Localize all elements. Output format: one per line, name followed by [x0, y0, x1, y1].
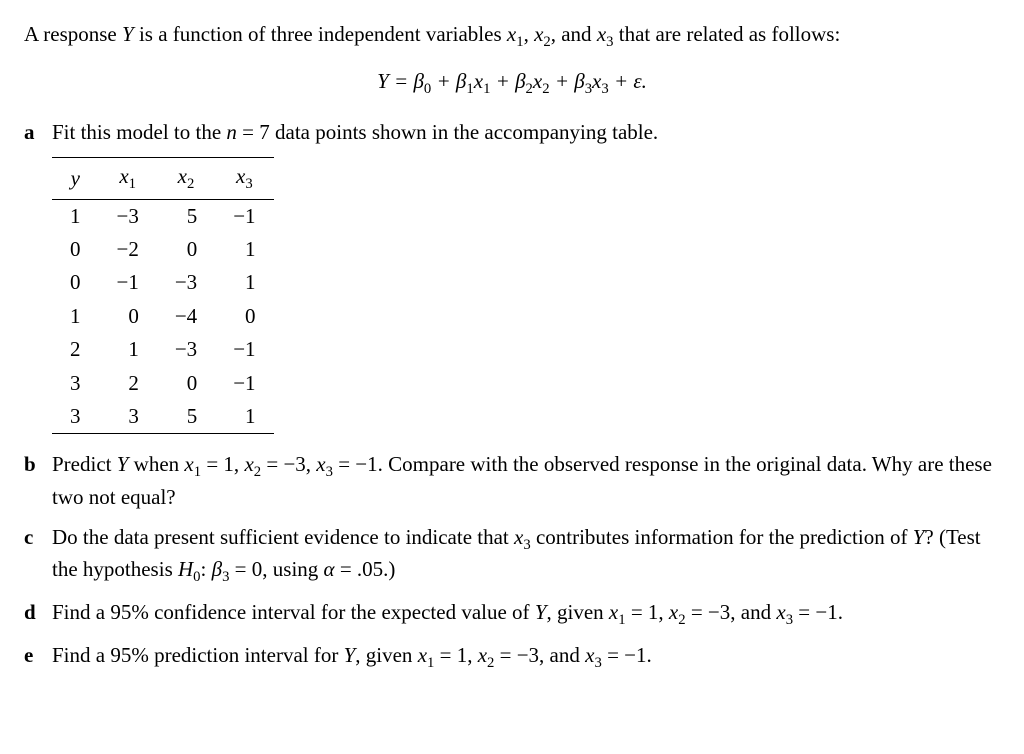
table-body: 1−35−10−2010−1−3110−4021−3−1320−13351 — [52, 199, 274, 434]
question-body: Find a 95% confidence interval for the e… — [52, 598, 1000, 631]
question-body: Find a 95% prediction interval for Y, gi… — [52, 641, 1000, 674]
table-cell: 5 — [157, 400, 215, 434]
table-cell: 5 — [157, 199, 215, 233]
question-item: bPredict Y when x1 = 1, x2 = −3, x3 = −1… — [24, 450, 1000, 512]
table-cell: −3 — [157, 266, 215, 299]
question-item: aFit this model to the n = 7 data points… — [24, 118, 1000, 147]
table-cell: 1 — [215, 400, 273, 434]
table-cell: 2 — [99, 367, 157, 400]
table-cell: −1 — [99, 266, 157, 299]
intro-text: A response Y is a function of three inde… — [24, 20, 1000, 53]
question-label: c — [24, 523, 52, 552]
table-cell: −3 — [99, 199, 157, 233]
table-header-cell: x1 — [99, 157, 157, 199]
question-label: e — [24, 641, 52, 670]
table-cell: 3 — [52, 367, 99, 400]
table-row: 21−3−1 — [52, 333, 274, 366]
table-cell: −4 — [157, 300, 215, 333]
table-header-cell: y — [52, 157, 99, 199]
table-row: 0−201 — [52, 233, 274, 266]
table-cell: −2 — [99, 233, 157, 266]
question-body: Fit this model to the n = 7 data points … — [52, 118, 1000, 147]
question-item: cDo the data present sufficient evidence… — [24, 523, 1000, 589]
table-cell: 3 — [52, 400, 99, 434]
table-cell: 1 — [52, 199, 99, 233]
table-cell: −3 — [157, 333, 215, 366]
table-cell: 1 — [52, 300, 99, 333]
table-cell: 0 — [52, 266, 99, 299]
table-cell: −1 — [215, 333, 273, 366]
question-label: b — [24, 450, 52, 479]
question-body: Do the data present sufficient evidence … — [52, 523, 1000, 589]
table-row: 1−35−1 — [52, 199, 274, 233]
table-cell: 1 — [99, 333, 157, 366]
table-cell: 1 — [215, 266, 273, 299]
question-label: a — [24, 118, 52, 147]
table-cell: 2 — [52, 333, 99, 366]
table-cell: −1 — [215, 199, 273, 233]
table-header-row: yx1x2x3 — [52, 157, 274, 199]
table-header-cell: x2 — [157, 157, 215, 199]
table-cell: 0 — [215, 300, 273, 333]
table-cell: 0 — [52, 233, 99, 266]
table-row: 3351 — [52, 400, 274, 434]
data-table: yx1x2x31−35−10−2010−1−3110−4021−3−1320−1… — [52, 157, 274, 435]
table-cell: 0 — [157, 233, 215, 266]
table-cell: −1 — [215, 367, 273, 400]
table-row: 10−40 — [52, 300, 274, 333]
table-row: 320−1 — [52, 367, 274, 400]
question-item: eFind a 95% prediction interval for Y, g… — [24, 641, 1000, 674]
table-cell: 3 — [99, 400, 157, 434]
question-item: dFind a 95% confidence interval for the … — [24, 598, 1000, 631]
table-cell: 0 — [99, 300, 157, 333]
table-cell: 0 — [157, 367, 215, 400]
model-equation: Y = β0 + β1x1 + β2x2 + β3x3 + ε. — [24, 67, 1000, 100]
table-row: 0−1−31 — [52, 266, 274, 299]
question-label: d — [24, 598, 52, 627]
table-header-cell: x3 — [215, 157, 273, 199]
table-head: yx1x2x3 — [52, 157, 274, 199]
question-body: Predict Y when x1 = 1, x2 = −3, x3 = −1.… — [52, 450, 1000, 512]
table-cell: 1 — [215, 233, 273, 266]
